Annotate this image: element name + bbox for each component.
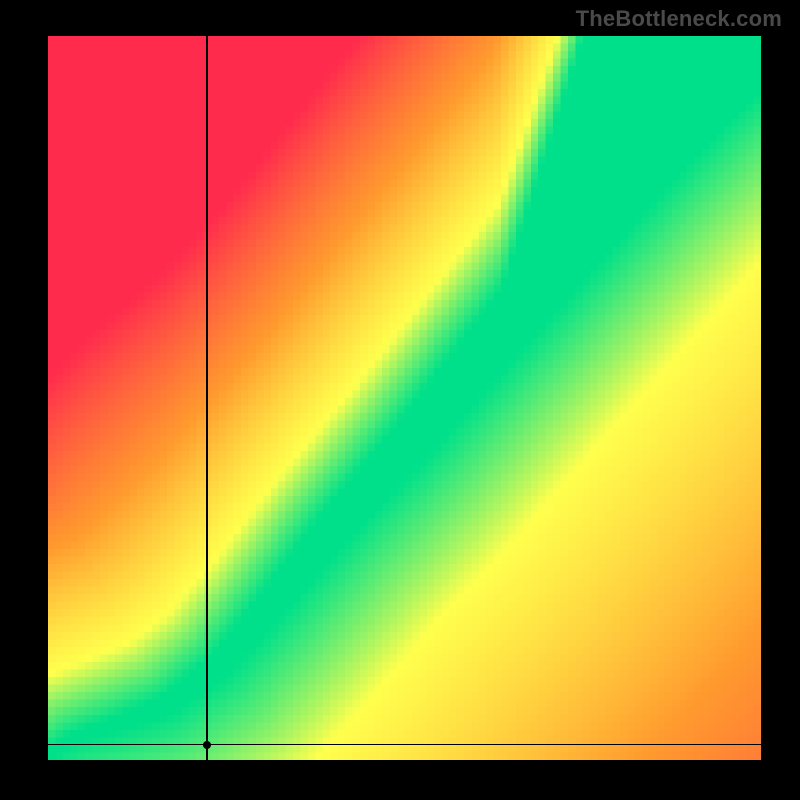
heatmap-canvas bbox=[48, 36, 761, 760]
crosshair-marker bbox=[203, 741, 211, 749]
chart-container: TheBottleneck.com bbox=[0, 0, 800, 800]
plot-area bbox=[48, 36, 761, 760]
crosshair-horizontal bbox=[48, 744, 761, 745]
watermark-label: TheBottleneck.com bbox=[576, 6, 782, 32]
crosshair-vertical bbox=[206, 36, 207, 760]
